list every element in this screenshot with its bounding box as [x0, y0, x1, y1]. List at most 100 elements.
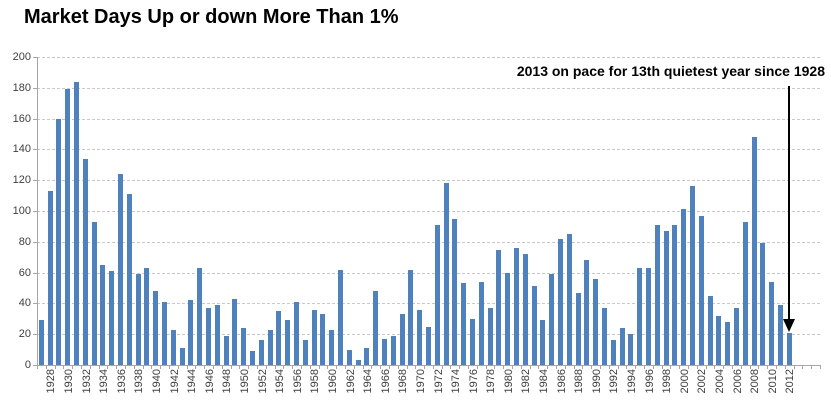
- x-axis-tick: [688, 366, 690, 369]
- x-axis-label: 2010: [766, 369, 779, 394]
- x-axis-tick: [503, 366, 505, 369]
- x-axis-label: 1974: [450, 369, 463, 394]
- x-axis-label: 1984: [538, 369, 551, 394]
- annotation-text: 2013 on pace for 13th quietest year sinc…: [516, 63, 825, 79]
- bar-1940: [144, 267, 150, 365]
- y-axis-tick: [33, 211, 37, 212]
- bar-1953: [258, 340, 264, 365]
- x-axis-label: 1948: [221, 369, 234, 394]
- bar-1941: [153, 291, 159, 365]
- x-axis-tick: [292, 366, 294, 369]
- x-axis-label: 1964: [362, 369, 375, 394]
- bar-1991: [593, 278, 599, 365]
- bar-1988: [566, 234, 572, 365]
- x-axis-tick: [248, 366, 250, 369]
- bar-2001: [681, 209, 687, 365]
- bar-1962: [338, 269, 344, 365]
- x-axis-tick: [318, 366, 320, 369]
- bar-1946: [197, 267, 203, 365]
- x-axis-tick: [520, 366, 522, 369]
- x-axis-label: 1990: [590, 369, 603, 394]
- gridline-160: [37, 118, 820, 120]
- gridline-120: [37, 180, 820, 182]
- gridline-180: [37, 87, 820, 89]
- bar-1971: [417, 309, 423, 365]
- x-axis-tick: [432, 366, 434, 369]
- x-axis-tick: [37, 366, 38, 369]
- bar-1976: [461, 283, 467, 365]
- x-axis-label: 1954: [274, 369, 287, 394]
- x-axis-tick: [564, 366, 566, 369]
- x-axis-label: 1946: [203, 369, 216, 394]
- x-axis-tick: [573, 366, 575, 369]
- bar-1929: [47, 190, 53, 365]
- x-axis-tick: [186, 366, 188, 369]
- bar-2004: [707, 295, 713, 365]
- x-axis-tick: [696, 366, 698, 369]
- x-axis-label: 1980: [502, 369, 515, 394]
- bar-1967: [382, 338, 387, 365]
- x-axis-tick: [415, 366, 417, 369]
- bar-1954: [267, 329, 273, 365]
- bar-2002: [689, 186, 695, 365]
- gridline-40: [37, 303, 820, 305]
- x-axis-tick: [397, 366, 399, 369]
- bar-1955: [276, 311, 282, 365]
- bar-1960: [320, 314, 326, 365]
- bar-1963: [346, 349, 352, 365]
- x-axis-tick: [758, 366, 760, 369]
- bar-1966: [373, 291, 379, 365]
- x-axis-label: 2008: [749, 369, 762, 394]
- y-axis-label: 80: [18, 235, 31, 248]
- bar-1994: [619, 328, 625, 365]
- bar-2009: [751, 137, 757, 365]
- bar-1969: [399, 314, 405, 365]
- y-axis-label: 180: [12, 81, 31, 94]
- x-axis-tick: [283, 366, 285, 369]
- bar-2007: [733, 308, 739, 365]
- gridline-200: [37, 57, 820, 58]
- x-axis-tick: [371, 366, 373, 369]
- x-axis-tick: [54, 366, 56, 369]
- bar-1999: [663, 231, 669, 365]
- x-axis-tick: [45, 366, 47, 369]
- x-axis-tick: [212, 366, 214, 369]
- x-axis-label: 1998: [661, 369, 674, 394]
- y-axis-tick: [33, 149, 37, 151]
- x-axis-label: 1934: [98, 369, 111, 394]
- bar-1947: [206, 308, 212, 365]
- x-axis-tick: [740, 366, 742, 369]
- x-axis-tick: [811, 366, 813, 369]
- x-axis-label: 1940: [150, 369, 163, 394]
- x-axis-tick: [547, 366, 549, 369]
- x-axis-tick: [441, 366, 443, 369]
- bar-1938: [126, 194, 132, 365]
- x-axis-tick: [661, 366, 663, 369]
- x-axis-tick: [177, 366, 179, 369]
- x-axis-tick: [556, 366, 558, 369]
- x-axis-tick: [274, 366, 276, 369]
- x-axis-tick: [582, 366, 584, 369]
- bar-1995: [628, 334, 634, 365]
- x-axis-tick: [468, 366, 470, 369]
- x-axis-tick: [142, 366, 144, 369]
- x-axis-tick: [494, 366, 496, 369]
- x-axis-label: 1952: [256, 369, 269, 394]
- bar-1987: [557, 238, 563, 365]
- x-axis-tick: [380, 366, 382, 369]
- x-axis-tick: [670, 366, 672, 369]
- x-axis-tick: [591, 366, 593, 369]
- y-axis-tick: [33, 272, 37, 274]
- x-axis-tick: [265, 366, 267, 369]
- bar-1970: [408, 269, 414, 365]
- x-axis-label: 1958: [309, 369, 322, 394]
- x-axis-label: 1968: [397, 369, 410, 394]
- x-axis-tick: [767, 366, 769, 369]
- x-axis-tick: [679, 366, 681, 369]
- x-axis-tick: [353, 366, 355, 369]
- y-axis-tick: [33, 241, 37, 243]
- bar-2012: [777, 304, 783, 365]
- x-axis-label: 1930: [62, 369, 75, 394]
- bar-1932: [74, 81, 80, 365]
- bar-1989: [575, 292, 581, 365]
